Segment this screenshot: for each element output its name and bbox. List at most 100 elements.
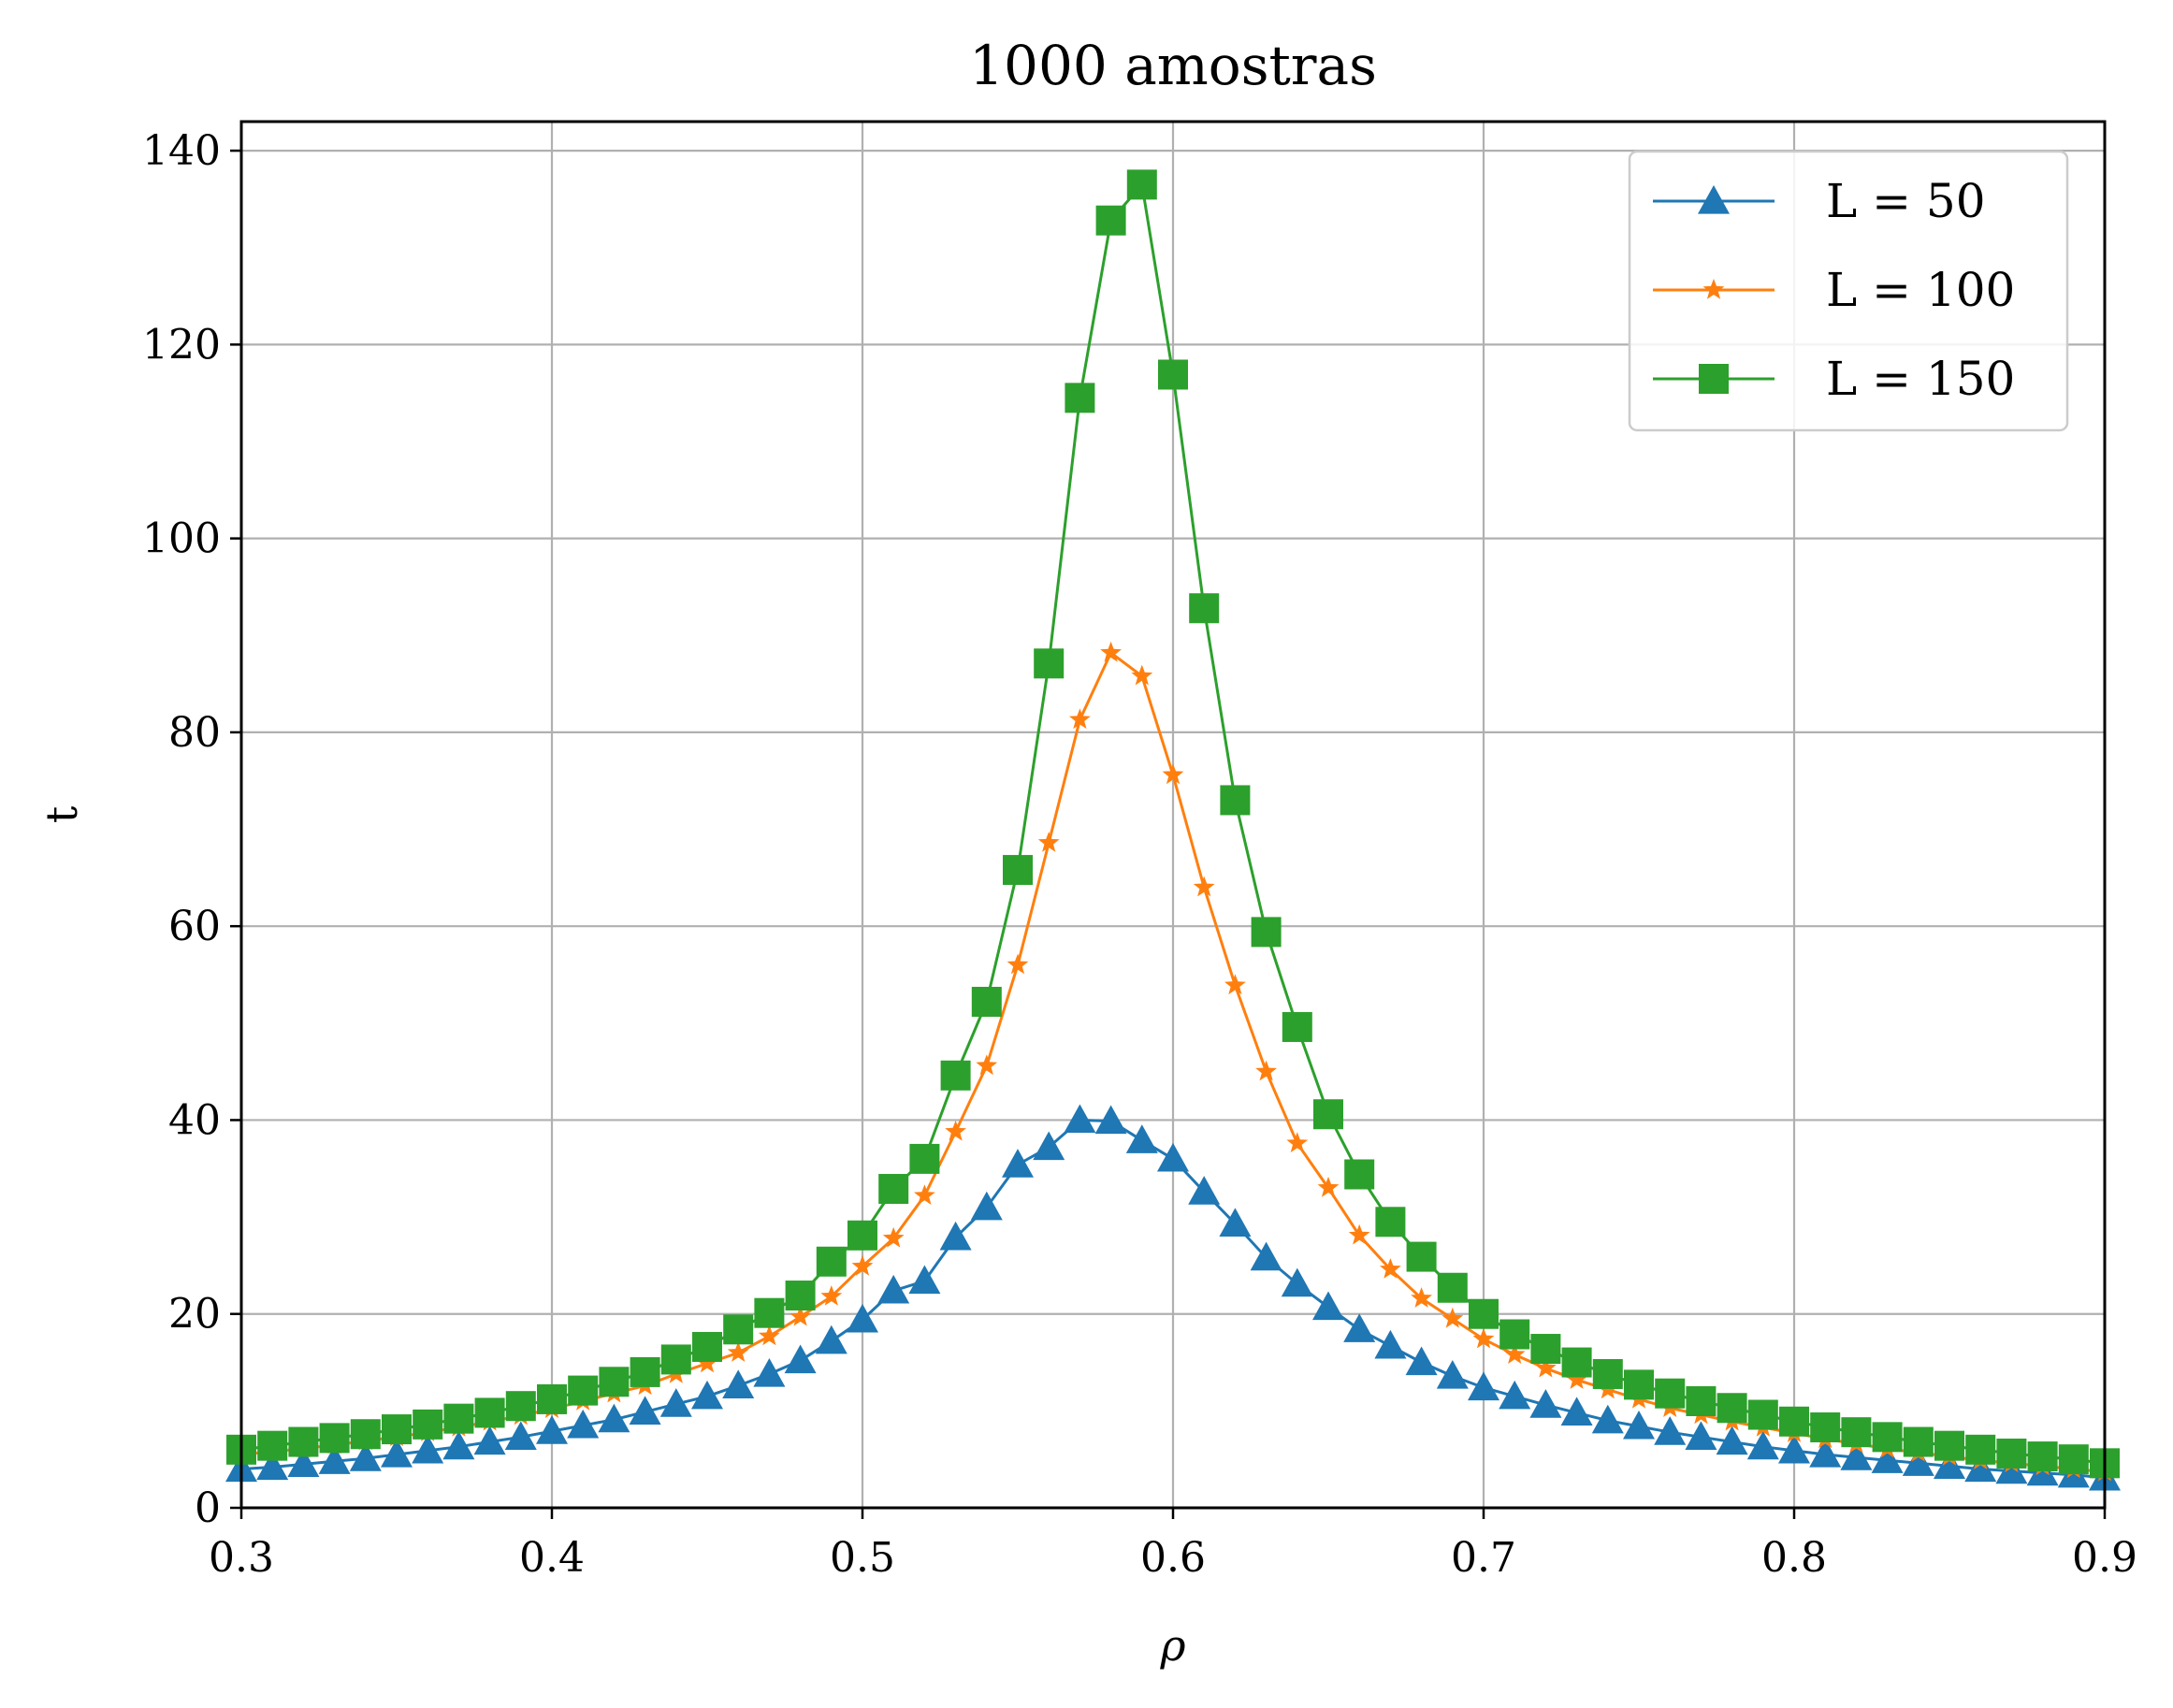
y-tick-label: 40 [168,1096,221,1144]
data-point [1624,1369,1654,1400]
data-point [847,1220,877,1251]
data-point [820,1285,843,1306]
data-point [1220,785,1251,816]
data-point [914,1184,935,1205]
data-point [790,1305,811,1326]
data-point [909,1143,940,1174]
data-point [691,1380,723,1410]
data-point [1002,1149,1034,1178]
data-point [1503,1343,1526,1364]
data-point [1499,1319,1530,1350]
data-point [1348,1223,1370,1245]
data-point [1317,1177,1340,1197]
data-point [1188,1176,1221,1205]
data-point [1251,917,1282,948]
data-point [568,1375,599,1406]
data-point [753,1357,786,1387]
data-point [1529,1389,1562,1418]
data-point [350,1419,381,1450]
chart-title: 1000 amostras [969,34,1377,97]
data-point [443,1403,474,1434]
data-point [349,1442,382,1471]
data-point [945,1120,966,1141]
data-point [256,1451,289,1481]
data-point [1162,763,1184,785]
data-point [970,1191,1003,1221]
legend-entry: L = 50 [1653,174,1986,228]
legend-entry: L = 150 [1653,352,2015,406]
data-point [1809,1439,1842,1468]
data-point [1157,1142,1189,1172]
data-point [754,1297,785,1328]
data-point [1469,1298,1499,1329]
data-point [1903,1426,1934,1457]
x-tick-label: 0.3 [209,1534,274,1582]
data-point [759,1324,780,1346]
data-point [1282,1011,1312,1042]
data-point [1069,708,1091,730]
data-point [1007,953,1029,975]
data-point [1374,1329,1407,1359]
data-point [784,1344,817,1374]
data-point [1654,1416,1687,1445]
data-point [908,1265,941,1295]
data-point [287,1448,320,1477]
y-tick-label: 140 [142,127,221,175]
data-point [660,1344,691,1375]
data-point [1343,1313,1376,1342]
data-point [1126,169,1157,200]
data-point [1437,1272,1468,1303]
data-point [442,1430,475,1460]
data-point [288,1426,319,1457]
data-point [413,1409,443,1440]
data-point [1037,832,1060,852]
data-point [1158,359,1188,390]
data-point [1441,1307,1464,1328]
data-point [1131,664,1153,686]
data-point [1499,1380,1531,1410]
data-point [599,1367,630,1397]
data-point [1778,1434,1810,1464]
data-point [1224,974,1246,995]
x-tick-label: 0.8 [1761,1534,1827,1582]
data-point [1810,1411,1841,1442]
data-point [473,1426,506,1455]
data-point [2027,1441,2058,1472]
data-point [696,1352,718,1373]
data-point [878,1174,909,1205]
data-point [630,1356,660,1387]
data-point [1717,1393,1747,1424]
x-tick-label: 0.4 [519,1534,585,1582]
data-point [692,1331,722,1362]
y-tick-label: 100 [142,515,221,563]
data-point [1655,1378,1686,1409]
data-point [629,1396,661,1425]
data-point [598,1403,630,1433]
data-point [1094,1105,1127,1135]
data-point [474,1397,505,1428]
data-point [1699,364,1729,394]
data-point [382,1414,412,1445]
data-point [1095,205,1126,236]
data-point [1411,1287,1432,1308]
data-point [1286,1132,1309,1152]
data-point [1468,1371,1499,1401]
data-point [1193,876,1215,897]
data-point [1313,1099,1343,1130]
data-point [1996,1438,2027,1469]
data-point [1623,1410,1655,1440]
y-tick-label: 0 [195,1484,221,1532]
data-point [723,1314,754,1345]
data-point [1995,1455,2028,1484]
y-tick-label: 120 [142,321,221,369]
data-point [1934,1450,1965,1480]
data-point [1064,1104,1096,1134]
data-point [1535,1356,1557,1378]
data-point [877,1274,910,1304]
data-point [851,1254,874,1276]
y-tick-label: 20 [168,1291,221,1339]
data-point [319,1423,350,1454]
data-point [1405,1346,1438,1376]
legend-entry: L = 100 [1653,263,2015,317]
